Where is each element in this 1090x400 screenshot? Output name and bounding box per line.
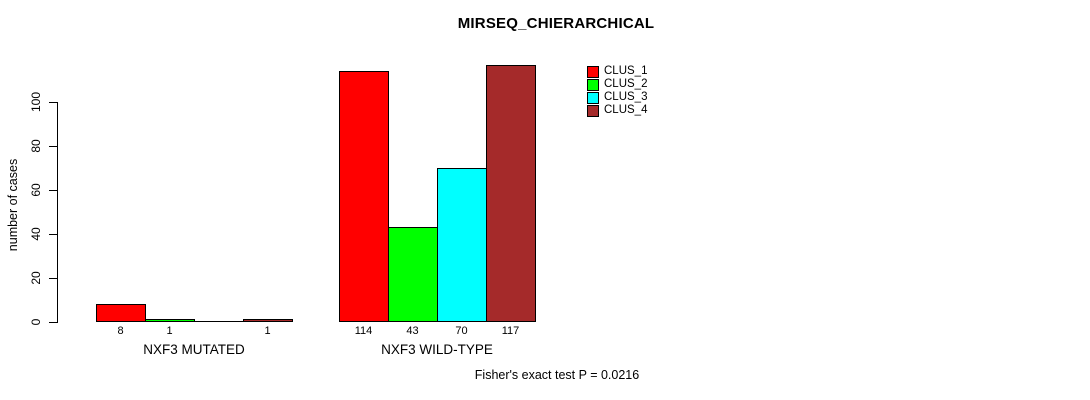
y-tick [49, 278, 58, 279]
bar-value-label: 1 [264, 325, 271, 337]
bar-clus_2-group1 [145, 319, 195, 322]
bar-value-label: 117 [501, 325, 520, 337]
chart-title: MIRSEQ_CHIERARCHICAL [457, 15, 655, 32]
bar-value-label: 43 [406, 325, 419, 337]
x-category-label: NXF3 MUTATED [143, 342, 245, 357]
legend-item-label: CLUS_4 [604, 104, 648, 116]
y-tick-label: 0 [29, 318, 43, 326]
bar-value-label: 1 [166, 325, 173, 337]
legend-item-label: CLUS_1 [604, 65, 648, 77]
bar-clus_3-group2 [437, 168, 487, 322]
bar-clus_4-group1 [243, 319, 293, 322]
y-tick [49, 146, 58, 147]
footer-caption: Fisher's exact test P = 0.0216 [474, 368, 640, 382]
bar-value-label: 8 [117, 325, 124, 337]
y-tick-label: 100 [29, 91, 43, 113]
legend-swatch-clus_3 [587, 92, 599, 104]
bar-clus_1-group2 [339, 71, 389, 322]
bar-clus_2-group2 [388, 227, 438, 322]
y-tick-label: 80 [29, 139, 43, 153]
bar-value-label: 70 [455, 325, 468, 337]
legend-item-label: CLUS_3 [604, 91, 648, 103]
y-tick-label: 40 [29, 227, 43, 241]
y-tick [49, 322, 58, 323]
legend-item-label: CLUS_2 [604, 78, 648, 90]
legend-swatch-clus_1 [587, 66, 599, 78]
bar-value-label: 114 [354, 325, 373, 337]
bar-clus_4-group2 [486, 65, 536, 322]
y-tick-label: 60 [29, 183, 43, 197]
y-axis-line [57, 102, 58, 323]
legend-swatch-clus_2 [587, 79, 599, 91]
legend-swatch-clus_4 [587, 105, 599, 117]
y-tick [49, 190, 58, 191]
y-tick-label: 20 [29, 271, 43, 285]
y-tick [49, 234, 58, 235]
y-tick [49, 102, 58, 103]
x-category-label: NXF3 WILD-TYPE [381, 342, 493, 357]
bar-clus_1-group1 [96, 304, 146, 322]
